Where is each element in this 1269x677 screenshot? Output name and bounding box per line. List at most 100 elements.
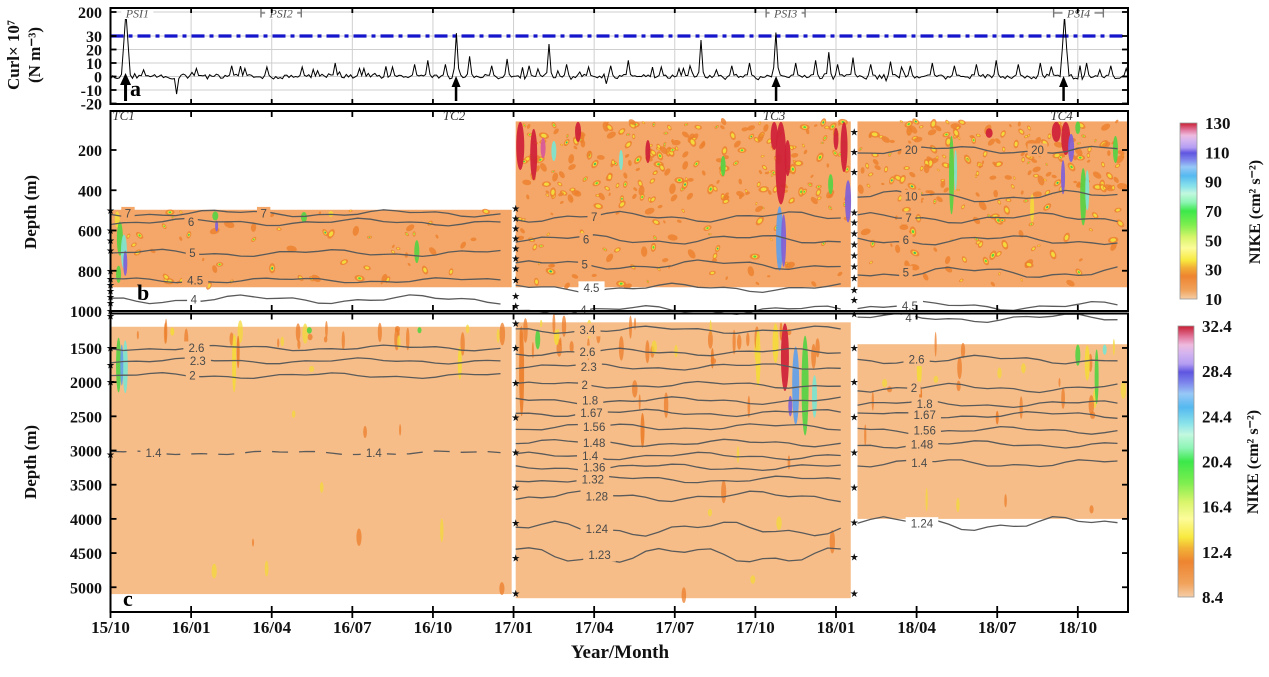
panel-c-ytick-label: 5000 bbox=[70, 580, 102, 597]
eddy-speckle bbox=[1116, 183, 1128, 190]
contour-label-bg bbox=[579, 233, 593, 247]
eddy-speckle-core bbox=[685, 177, 688, 180]
contour-label-bg bbox=[907, 381, 921, 395]
colorbar-b-tick-label: 10 bbox=[1205, 290, 1222, 309]
psi-label: PSI2 bbox=[268, 7, 292, 21]
eddy-speckle-core bbox=[636, 158, 640, 162]
eddy-speckle bbox=[997, 367, 1002, 379]
panel-a-letter: a bbox=[130, 76, 141, 101]
heatmap-feature-cyan bbox=[1102, 344, 1107, 355]
heatmap-block bbox=[857, 344, 1127, 519]
eddy-speckle-core bbox=[844, 203, 846, 206]
contour-line bbox=[857, 459, 1118, 468]
panel-c-ytick-label: 3000 bbox=[70, 444, 102, 461]
eddy-speckle bbox=[496, 328, 500, 343]
eddy-speckle-core bbox=[760, 187, 767, 192]
eddy-speckle-core bbox=[998, 272, 1001, 275]
eddy-speckle bbox=[1117, 150, 1125, 155]
contour-label: 4.5 bbox=[902, 301, 918, 313]
eddy-speckle bbox=[725, 276, 728, 280]
eddy-speckle bbox=[212, 265, 218, 273]
eddy-speckle-core bbox=[328, 231, 334, 237]
eddy-speckle bbox=[520, 228, 525, 234]
eddy-speckle bbox=[407, 262, 411, 266]
contour-label-bg bbox=[906, 456, 933, 470]
eddy-speckle-core bbox=[956, 126, 959, 129]
contour-label-bg bbox=[575, 406, 608, 420]
eddy-speckle bbox=[722, 195, 730, 200]
eddy-speckle-core bbox=[723, 199, 728, 203]
panel-b-letter: b bbox=[137, 280, 150, 305]
eddy-speckle-core bbox=[717, 247, 719, 250]
panel-a-ytick-label: 10 bbox=[86, 56, 102, 73]
eddy-speckle-core bbox=[758, 122, 761, 125]
eddy-speckle bbox=[978, 200, 987, 211]
heatmap-feature-red bbox=[833, 127, 839, 150]
eddy-speckle-core bbox=[1048, 134, 1051, 138]
eddy-speckle-core bbox=[533, 245, 537, 249]
eddy-speckle bbox=[732, 329, 736, 355]
eddy-speckle-core bbox=[604, 248, 606, 251]
eddy-speckle-core bbox=[795, 161, 802, 166]
eddy-speckle bbox=[874, 165, 881, 170]
panel-c: 2.62.321.4 1.43.42.62.321.81.671.561.481.… bbox=[70, 309, 1129, 613]
contour-line bbox=[515, 520, 841, 537]
contour-label: 1.8 bbox=[917, 399, 933, 411]
eddy-speckle bbox=[987, 138, 996, 146]
eddy-speckle bbox=[286, 245, 297, 253]
eddy-speckle-core bbox=[180, 279, 183, 283]
mooring-star: ★ bbox=[850, 343, 859, 354]
colorbar-b-tick-label: 30 bbox=[1205, 261, 1222, 280]
eddy-speckle bbox=[790, 153, 799, 158]
eddy-speckle-core bbox=[665, 132, 667, 134]
eddy-speckle-core bbox=[1019, 129, 1024, 134]
panel-a-ylabel: Curl× 10⁷ (N m⁻³) bbox=[3, 0, 47, 111]
heatmap-block bbox=[515, 322, 851, 599]
eddy-speckle-core bbox=[716, 126, 717, 128]
contour-line bbox=[857, 189, 1118, 203]
eddy-speckle-core bbox=[595, 204, 601, 208]
panel-a-box bbox=[109, 7, 1129, 105]
eddy-speckle bbox=[1088, 395, 1095, 416]
eddy-speckle-core bbox=[750, 136, 752, 138]
eddy-speckle-core bbox=[1032, 247, 1035, 251]
eddy-speckle bbox=[811, 343, 817, 369]
contour-line bbox=[515, 234, 841, 245]
eddy-speckle-core bbox=[722, 148, 727, 154]
heatmap-feature-yellow bbox=[772, 323, 779, 363]
mooring-star: ★ bbox=[850, 208, 859, 219]
eddy-speckle bbox=[635, 167, 640, 171]
eddy-speckle bbox=[811, 281, 817, 287]
heatmap-feature-purple bbox=[123, 250, 128, 276]
x-tick-label: 15/10 bbox=[91, 618, 130, 637]
eddy-speckle bbox=[671, 138, 674, 143]
panel-c-ytick-label: 3500 bbox=[70, 478, 102, 495]
eddy-speckle bbox=[810, 174, 814, 178]
eddy-speckle-core bbox=[834, 152, 836, 155]
eddy-speckle-core bbox=[818, 155, 822, 159]
eddy-speckle bbox=[397, 335, 401, 349]
eddy-speckle bbox=[596, 155, 605, 160]
eddy-speckle-core bbox=[546, 194, 549, 197]
eddy-speckle-core bbox=[1013, 177, 1016, 180]
eddy-speckle bbox=[606, 131, 616, 139]
eddy-speckle bbox=[676, 219, 682, 223]
contour-line bbox=[110, 344, 501, 352]
eddy-speckle bbox=[377, 322, 382, 343]
eddy-speckle-core bbox=[1043, 179, 1047, 181]
eddy-speckle-core bbox=[959, 120, 965, 124]
eddy-speckle bbox=[1034, 136, 1042, 146]
eddy-speckle-core bbox=[523, 124, 526, 126]
eddy-speckle bbox=[1113, 176, 1119, 183]
eddy-speckle bbox=[681, 587, 687, 604]
panel-c-ytick-label: 2000 bbox=[70, 375, 102, 392]
eddy-speckle-core bbox=[943, 155, 946, 158]
eddy-speckle bbox=[277, 338, 280, 348]
eddy-speckle bbox=[687, 249, 696, 259]
eddy-speckle bbox=[628, 315, 633, 339]
contour-label: 1.28 bbox=[586, 491, 608, 503]
eddy-speckle bbox=[136, 330, 139, 340]
eddy-speckle bbox=[701, 170, 706, 176]
psi-label: PSI3 bbox=[773, 7, 797, 21]
mooring-star: ★ bbox=[850, 273, 859, 284]
